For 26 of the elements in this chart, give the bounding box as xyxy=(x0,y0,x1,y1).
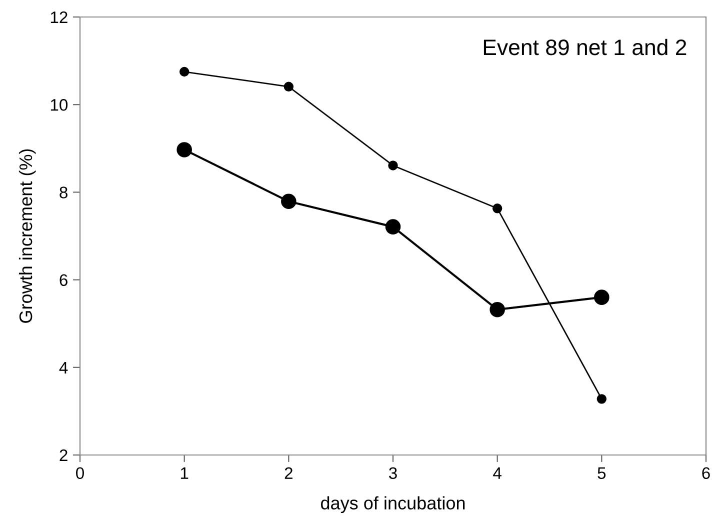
annotation: Event 89 net 1 and 2 xyxy=(484,38,686,56)
point xyxy=(179,66,190,77)
point xyxy=(490,302,505,318)
x-axis-title: days of incubation xyxy=(320,496,465,514)
point xyxy=(385,219,401,234)
x-tick-label: 2 xyxy=(284,467,292,479)
y-tick-label: 10 xyxy=(50,99,68,111)
point xyxy=(284,82,294,92)
point xyxy=(594,290,610,305)
y-tick-label: 12 xyxy=(50,11,68,24)
y-axis-title: Growth increment (%) xyxy=(18,149,36,323)
y-tick-label: 2 xyxy=(60,449,68,462)
y-tick-label: 4 xyxy=(59,362,68,374)
x-tick-label: 4 xyxy=(493,467,502,479)
point xyxy=(492,204,502,214)
point xyxy=(281,194,296,210)
point xyxy=(176,142,192,158)
x-tick-label: 5 xyxy=(598,467,606,480)
x-tick-label: 3 xyxy=(389,467,397,480)
y-tick-label: 6 xyxy=(60,274,68,286)
x-tick-label: 6 xyxy=(702,467,710,480)
point xyxy=(388,160,398,170)
x-tick-label: 0 xyxy=(76,467,84,480)
x-tick-label: 1 xyxy=(180,467,188,479)
y-tick-label: 8 xyxy=(60,186,68,198)
point xyxy=(596,394,607,404)
